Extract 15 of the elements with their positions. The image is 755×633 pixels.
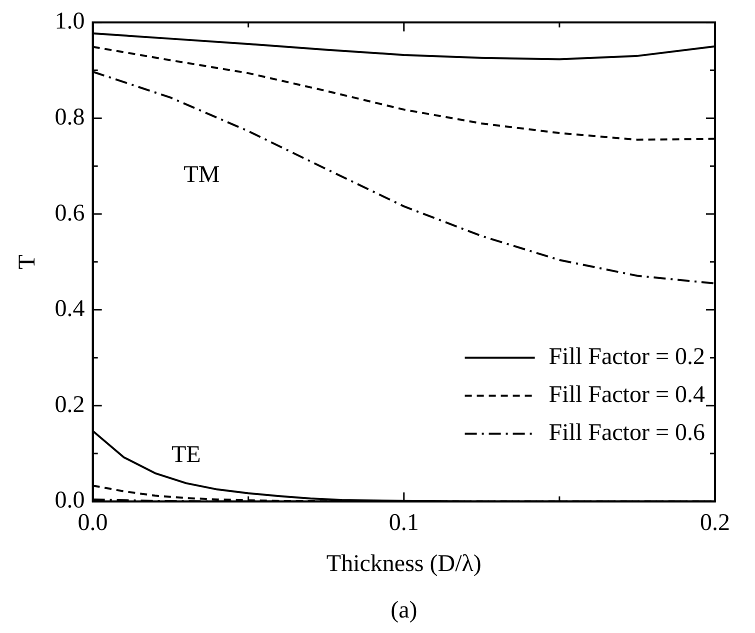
text: (a) [390, 597, 418, 624]
legend-label: Fill Factor = 0.4 [548, 382, 706, 408]
y-tick-label: 0.4 [54, 296, 85, 322]
annotation: TE [171, 442, 201, 468]
legend-label: Fill Factor = 0.2 [548, 344, 706, 370]
x-axis-title: Thickness (D/λ) [326, 550, 482, 577]
y-tick-label: 0.6 [54, 200, 85, 226]
legend-label: Fill Factor = 0.6 [548, 420, 706, 446]
x-tick-label: 0.2 [700, 510, 730, 536]
y-tick-label: 0.2 [54, 392, 85, 418]
annotation: TM [184, 162, 220, 188]
y-tick-label: 1.0 [54, 8, 85, 35]
y-axis-title: T [14, 254, 41, 270]
y-tick-label: 0.8 [54, 104, 85, 130]
x-tick-label: 0.1 [388, 510, 419, 536]
